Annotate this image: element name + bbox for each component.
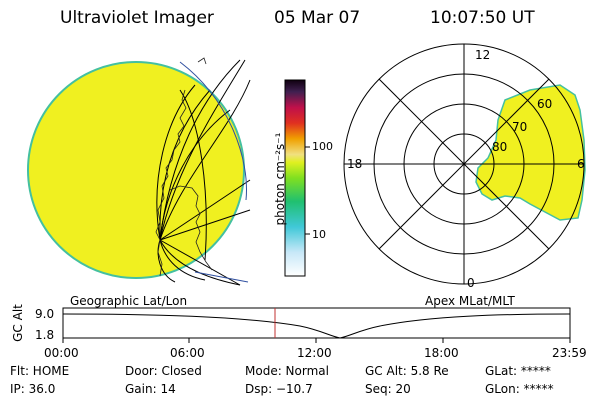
altitude-xtick-1200: 12:00 (297, 346, 332, 360)
observation-time: 10:07:50 UT (430, 8, 535, 28)
flight-status: Flt: HOME (10, 364, 70, 378)
geo-latitude-status: GLat: ***** (485, 364, 551, 378)
altitude-curve (62, 313, 571, 339)
earth-disk (27, 61, 245, 279)
altitude-xtick-2359: 23:59 (552, 346, 587, 360)
right-panel-label: Apex MLat/MLT (425, 294, 515, 308)
altitude-x-ticks (62, 338, 571, 343)
gc-altitude-status: GC Alt: 5.8 Re (365, 364, 449, 378)
mlat-label-70: 70 (512, 120, 528, 134)
limb-arc (179, 61, 247, 201)
ip-status: IP: 36.0 (10, 382, 56, 396)
altitude-xtick-1800: 18:00 (424, 346, 459, 360)
altitude-ylabel: GC Alt (11, 304, 25, 342)
geo-longitude-status: GLon: ***** (485, 382, 554, 396)
door-status: Door: Closed (125, 364, 202, 378)
mode-status: Mode: Normal (245, 364, 329, 378)
coastline-outline (155, 57, 213, 277)
mlt-label-12: 12 (475, 48, 491, 62)
altitude-plot-frame (62, 307, 571, 339)
altitude-ytick-high: 9.0 (35, 307, 55, 321)
mlat-label-80: 80 (492, 140, 508, 154)
instrument-title: Ultraviolet Imager (60, 8, 214, 28)
altitude-ytick-low: 1.8 (35, 328, 55, 342)
colorbar-tick-label-10: 10 (312, 228, 326, 241)
mlat-label-60: 60 (537, 97, 553, 111)
colorbar-tick-label-100: 100 (312, 140, 333, 153)
altitude-xtick-0000: 00:00 (44, 346, 79, 360)
left-panel-label: Geographic Lat/Lon (70, 294, 188, 308)
mlt-label-18: 18 (347, 157, 363, 171)
terminator-line (194, 271, 249, 283)
sequence-status: Seq: 20 (365, 382, 411, 396)
gain-status: Gain: 14 (125, 382, 176, 396)
altitude-xtick-0600: 06:00 (170, 346, 205, 360)
mlt-label-6: 6 (577, 157, 585, 171)
observation-date: 05 Mar 07 (274, 8, 361, 28)
dsp-status: Dsp: −10.7 (245, 382, 313, 396)
mlt-label-0: 0 (467, 276, 475, 290)
colorbar-gradient (284, 79, 306, 277)
polar-grid (343, 43, 585, 285)
